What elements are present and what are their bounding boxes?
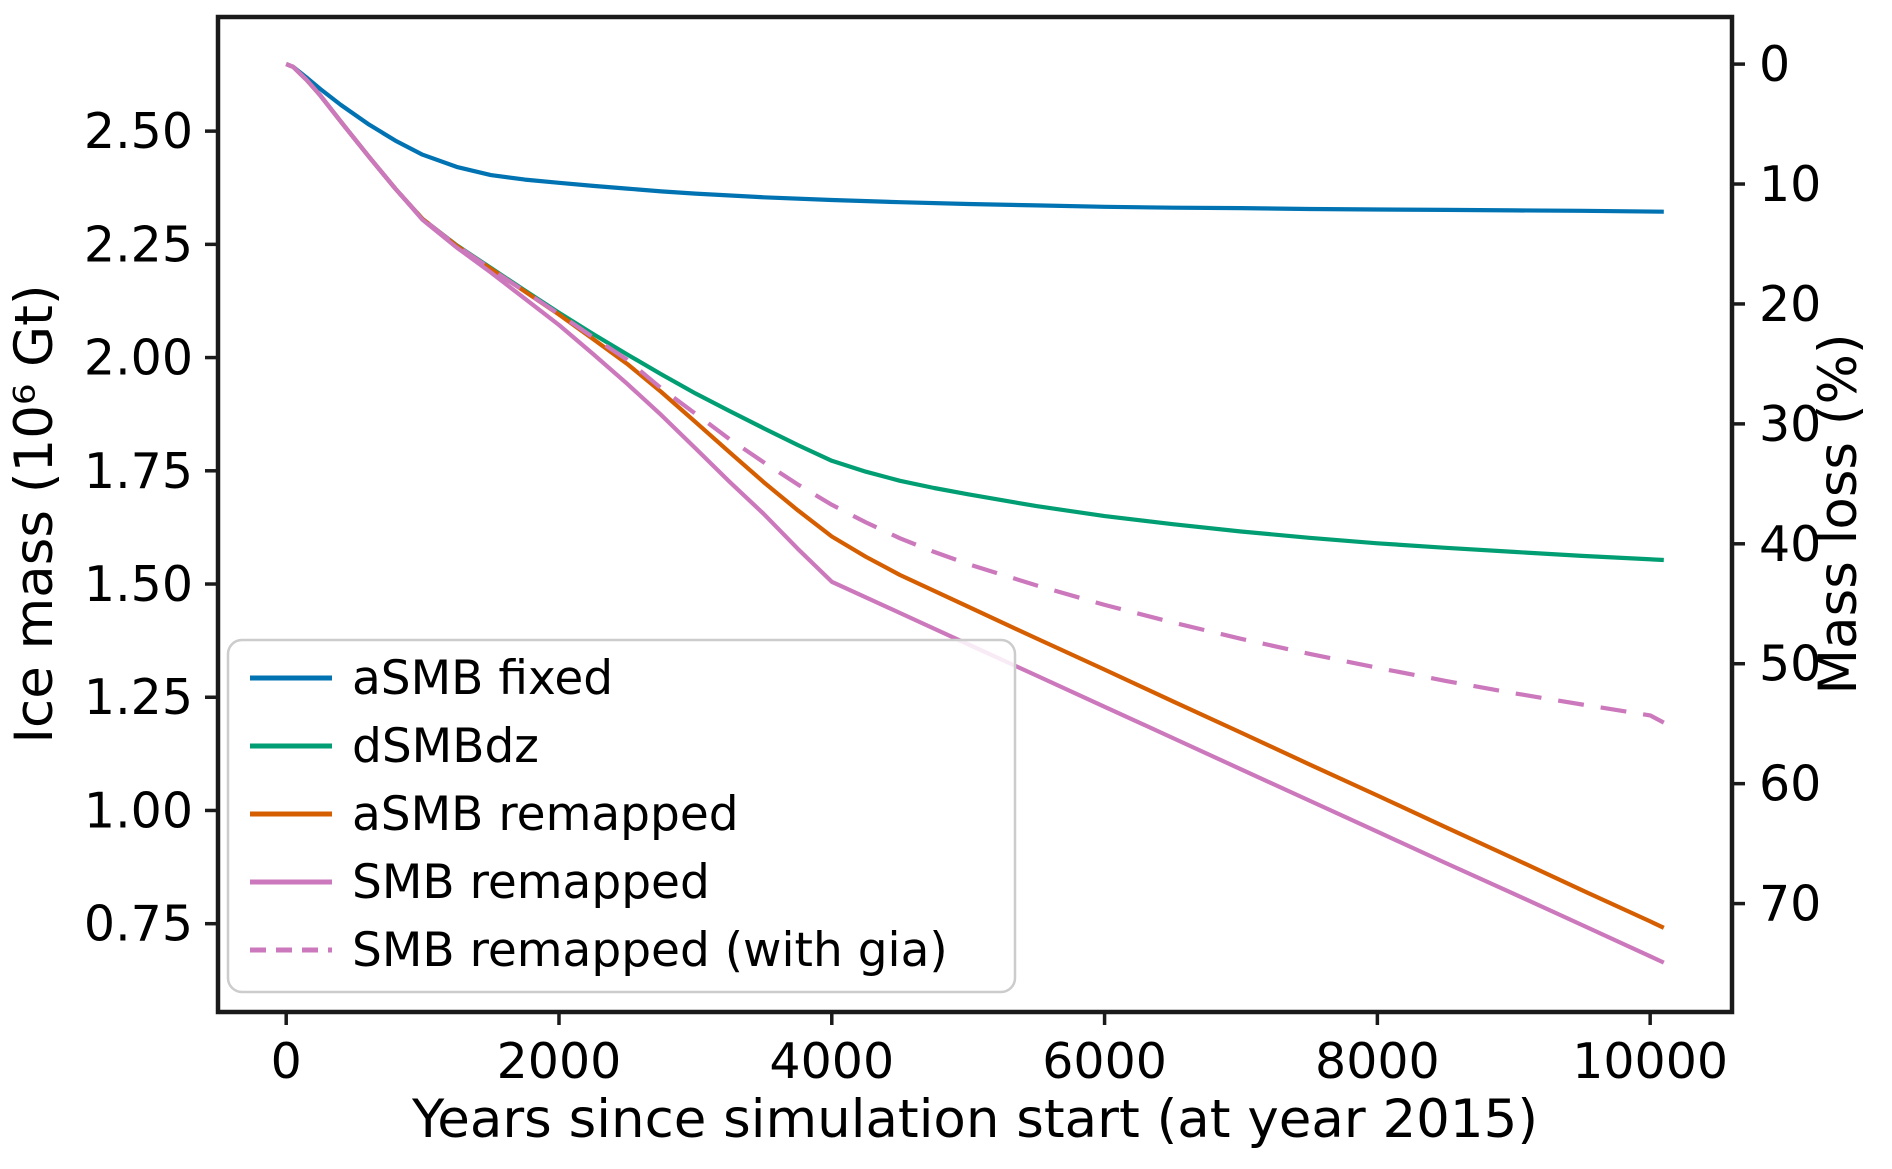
x-tick-label: 0 [271,1033,302,1090]
y-left-tick-label: 2.00 [84,330,193,387]
y-left-tick-label: 0.75 [84,896,193,953]
legend-item-label: aSMB fixed [352,651,613,706]
y-right-tick-label: 40 [1759,516,1821,573]
legend-item: SMB remapped (with gia) [250,923,948,978]
y-right-tick-label: 60 [1759,756,1821,813]
series-line-asmb-fixed [285,62,1664,214]
legend-item-label: SMB remapped (with gia) [352,923,948,978]
x-tick-label: 2000 [497,1033,622,1090]
legend-item-label: dSMBdz [352,719,539,774]
x-tick-label: 8000 [1315,1033,1440,1090]
y-right-tick-label: 10 [1759,156,1821,213]
legend-item: aSMB remapped [250,787,739,842]
legend-item-label: SMB remapped [352,855,710,910]
series-line-smb-remapped-with-gia- [285,62,1665,725]
x-axis-label: Years since simulation start (at year 20… [411,1089,1538,1150]
y-right-tick-label: 0 [1759,36,1790,93]
y-axis-label-left: Ice mass (10⁶ Gt) [4,284,65,743]
legend: aSMB fixed dSMBdz aSMB remapped SMB remappe… [226,638,1017,994]
y-right-tick-label: 20 [1759,276,1821,333]
x-tick-label: 6000 [1042,1033,1167,1090]
legend-box [226,638,1017,994]
y-left-tick-label: 2.25 [84,216,193,273]
legend-item: dSMBdz [250,719,539,774]
y-right-tick-label: 70 [1759,876,1821,933]
legend-item: aSMB fixed [250,651,613,706]
y-left-tick-label: 1.00 [84,782,193,839]
y-axis-label-right: Mass loss (%) [1808,333,1869,694]
x-tick-label: 4000 [769,1033,894,1090]
y-right-tick-label: 50 [1759,636,1821,693]
y-left-tick-label: 1.50 [84,556,193,613]
y-left-tick-label: 1.25 [84,669,193,726]
y-left-tick-label: 1.75 [84,443,193,500]
series-line-dsmbdz [285,62,1664,563]
legend-item-label: aSMB remapped [352,787,739,842]
x-tick-label: 10000 [1572,1033,1728,1090]
y-left-tick-label: 2.50 [84,103,193,160]
legend-item: SMB remapped [250,855,710,910]
plot-frame [215,14,1735,1015]
y-right-tick-label: 30 [1759,396,1821,453]
